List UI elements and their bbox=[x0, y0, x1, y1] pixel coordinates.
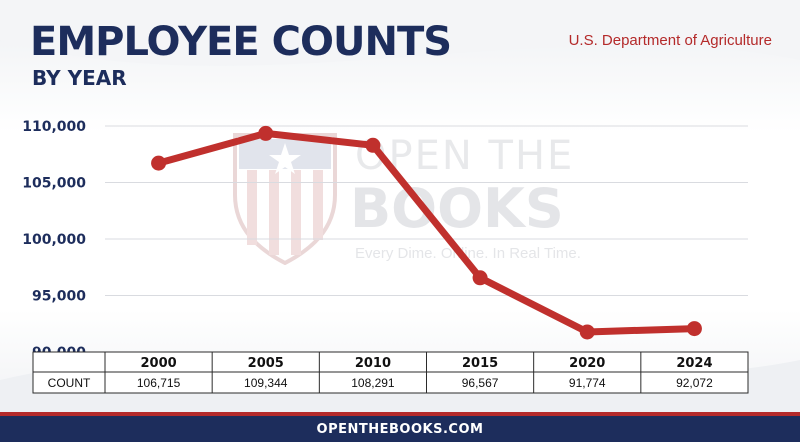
chart-subtitle: BY YEAR bbox=[32, 66, 127, 90]
chart-title: EMPLOYEE COUNTS bbox=[30, 19, 452, 65]
agency-name: U.S. Department of Agriculture bbox=[568, 32, 772, 49]
data-label: 108,291 bbox=[351, 376, 395, 390]
x-tick-label: 2010 bbox=[355, 356, 391, 371]
data-point bbox=[472, 270, 488, 286]
x-tick-label: 2024 bbox=[676, 356, 712, 371]
table-row-label: COUNT bbox=[48, 376, 91, 390]
data-label: 92,072 bbox=[676, 376, 713, 390]
data-point bbox=[258, 125, 274, 141]
data-label: 109,344 bbox=[244, 376, 288, 390]
y-tick-label: 105,000 bbox=[22, 176, 86, 192]
y-tick-label: 95,000 bbox=[32, 289, 86, 305]
y-tick-label: 100,000 bbox=[22, 232, 86, 248]
x-tick-label: 2015 bbox=[462, 356, 498, 371]
x-tick-label: 2005 bbox=[248, 356, 284, 371]
data-point bbox=[686, 321, 702, 337]
data-label: 106,715 bbox=[137, 376, 181, 390]
series-line bbox=[155, 129, 698, 336]
footer-url[interactable]: OPENTHEBOOKS.COM bbox=[316, 421, 484, 437]
x-tick-label: 2000 bbox=[140, 356, 176, 371]
data-point bbox=[151, 155, 167, 171]
data-point bbox=[579, 324, 595, 340]
data-label: 96,567 bbox=[462, 376, 499, 390]
y-tick-label: 110,000 bbox=[22, 119, 86, 135]
footer-bar: OPENTHEBOOKS.COM bbox=[0, 412, 800, 442]
x-tick-label: 2020 bbox=[569, 356, 605, 371]
data-point bbox=[365, 137, 381, 153]
data-label: 91,774 bbox=[569, 376, 606, 390]
